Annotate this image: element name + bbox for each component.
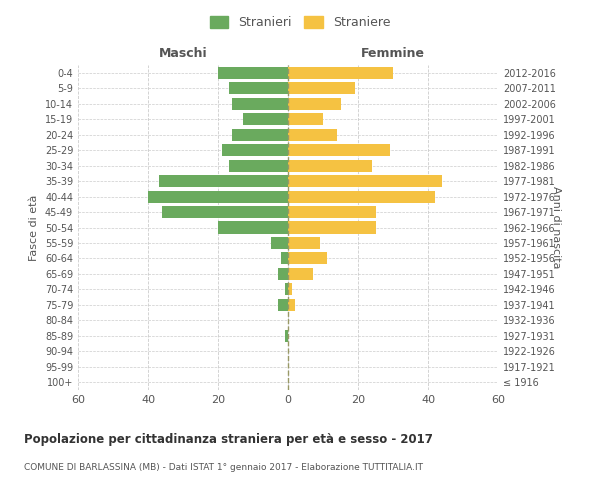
Bar	[277, 268, 288, 280]
Bar	[229, 82, 288, 94]
Bar	[148, 190, 288, 202]
Bar	[221, 144, 288, 156]
Bar	[288, 175, 442, 187]
Bar	[232, 128, 288, 140]
Legend: Stranieri, Straniere: Stranieri, Straniere	[205, 11, 395, 34]
Bar	[162, 206, 288, 218]
Text: Popolazione per cittadinanza straniera per età e sesso - 2017: Popolazione per cittadinanza straniera p…	[24, 432, 433, 446]
Bar	[288, 190, 435, 202]
Bar	[288, 299, 295, 311]
Bar	[229, 160, 288, 172]
Bar	[218, 66, 288, 79]
Bar	[158, 175, 288, 187]
Bar	[218, 222, 288, 234]
Bar	[288, 268, 313, 280]
Bar	[277, 299, 288, 311]
Bar	[242, 113, 288, 125]
Text: Femmine: Femmine	[361, 48, 425, 60]
Bar	[288, 284, 292, 296]
Y-axis label: Fasce di età: Fasce di età	[29, 194, 39, 260]
Bar	[288, 128, 337, 140]
Bar	[288, 160, 372, 172]
Bar	[288, 113, 323, 125]
Bar	[288, 82, 355, 94]
Y-axis label: Anni di nascita: Anni di nascita	[551, 186, 561, 269]
Bar	[271, 237, 288, 249]
Text: Maschi: Maschi	[158, 48, 208, 60]
Text: COMUNE DI BARLASSINA (MB) - Dati ISTAT 1° gennaio 2017 - Elaborazione TUTTITALIA: COMUNE DI BARLASSINA (MB) - Dati ISTAT 1…	[24, 462, 423, 471]
Bar	[288, 206, 376, 218]
Bar	[288, 222, 376, 234]
Bar	[284, 284, 288, 296]
Bar	[288, 144, 389, 156]
Bar	[288, 66, 393, 79]
Bar	[288, 98, 341, 110]
Bar	[232, 98, 288, 110]
Bar	[288, 237, 320, 249]
Bar	[284, 330, 288, 342]
Bar	[288, 252, 326, 264]
Bar	[281, 252, 288, 264]
